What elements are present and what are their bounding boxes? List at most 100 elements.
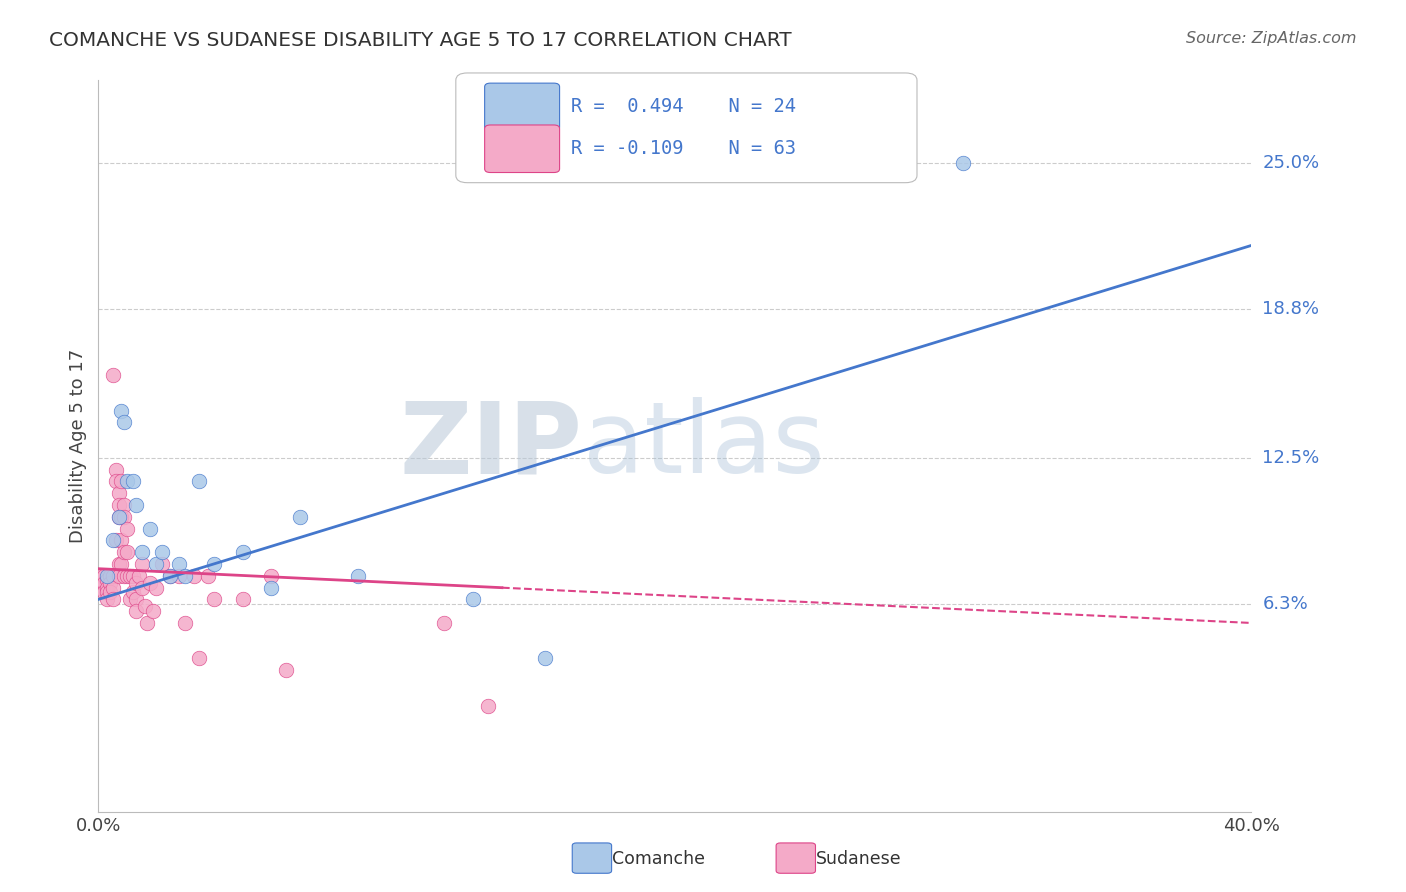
Point (952, 156, 974, 170)
Point (131, 581, 153, 595)
Point (101, 581, 124, 595)
Point (260, 581, 283, 595)
FancyBboxPatch shape (456, 73, 917, 183)
Text: ZIP: ZIP (399, 398, 582, 494)
FancyBboxPatch shape (485, 125, 560, 172)
Point (101, 368, 124, 383)
Point (477, 698, 499, 713)
Point (202, 557, 225, 571)
Point (145, 557, 167, 571)
Point (139, 575, 162, 590)
Point (110, 557, 132, 571)
Point (122, 475, 145, 489)
Point (98, 585, 121, 599)
Point (534, 651, 557, 665)
Point (110, 475, 132, 489)
Point (346, 568, 368, 582)
Point (117, 568, 139, 582)
Point (96, 581, 118, 595)
Point (290, 509, 312, 524)
Text: COMANCHE VS SUDANESE DISABILITY AGE 5 TO 17 CORRELATION CHART: COMANCHE VS SUDANESE DISABILITY AGE 5 TO… (49, 31, 792, 50)
Y-axis label: Disability Age 5 to 17: Disability Age 5 to 17 (69, 349, 87, 543)
Text: 18.8%: 18.8% (1263, 300, 1319, 318)
Point (231, 592, 254, 607)
Point (107, 509, 129, 524)
Point (274, 663, 297, 677)
Point (122, 585, 145, 599)
Point (107, 486, 129, 500)
Point (125, 592, 148, 607)
Point (461, 592, 484, 607)
Point (159, 568, 181, 582)
Text: R =  0.494    N = 24: R = 0.494 N = 24 (571, 97, 796, 116)
Point (112, 498, 135, 512)
Point (150, 545, 173, 559)
Point (117, 545, 139, 559)
Point (101, 533, 124, 548)
Text: 12.5%: 12.5% (1263, 449, 1320, 467)
Point (139, 522, 162, 536)
Text: Source: ZipAtlas.com: Source: ZipAtlas.com (1187, 31, 1357, 46)
Point (112, 416, 135, 430)
Point (101, 592, 124, 607)
Point (110, 403, 132, 417)
Point (125, 604, 148, 618)
Point (150, 557, 173, 571)
Point (107, 498, 129, 512)
Point (231, 545, 254, 559)
Point (183, 568, 205, 582)
Point (104, 462, 127, 476)
Point (93, 575, 115, 590)
Text: Sudanese: Sudanese (815, 850, 901, 868)
Point (125, 498, 148, 512)
Point (197, 568, 219, 582)
Point (128, 568, 150, 582)
Text: 25.0%: 25.0% (1263, 153, 1320, 172)
Point (93, 585, 115, 599)
Point (188, 651, 211, 665)
Point (104, 533, 127, 548)
Point (110, 509, 132, 524)
Point (120, 592, 142, 607)
Point (107, 568, 129, 582)
Point (98, 568, 121, 582)
Point (96, 574, 118, 588)
Point (159, 568, 181, 582)
Point (110, 533, 132, 548)
Point (112, 568, 135, 582)
Text: atlas: atlas (582, 398, 824, 494)
Point (167, 557, 190, 571)
Point (188, 475, 211, 489)
Point (112, 509, 135, 524)
Point (134, 599, 156, 614)
Point (174, 615, 197, 630)
Point (96, 568, 118, 582)
Point (145, 581, 167, 595)
Point (98, 575, 121, 590)
Point (120, 568, 142, 582)
Point (107, 509, 129, 524)
Point (167, 568, 190, 582)
Point (433, 615, 456, 630)
Point (117, 522, 139, 536)
FancyBboxPatch shape (485, 83, 560, 130)
Point (260, 568, 283, 582)
Point (131, 557, 153, 571)
Point (96, 592, 118, 607)
Point (96, 585, 118, 599)
Point (136, 615, 159, 630)
Point (107, 557, 129, 571)
Text: Comanche: Comanche (612, 850, 704, 868)
Text: 6.3%: 6.3% (1263, 595, 1308, 613)
Point (117, 475, 139, 489)
Point (122, 568, 145, 582)
Point (125, 575, 148, 590)
Point (93, 568, 115, 582)
Point (112, 545, 135, 559)
Point (101, 568, 124, 582)
Point (104, 475, 127, 489)
Point (90, 581, 112, 595)
Point (174, 568, 197, 582)
Point (90, 568, 112, 582)
Point (202, 592, 225, 607)
